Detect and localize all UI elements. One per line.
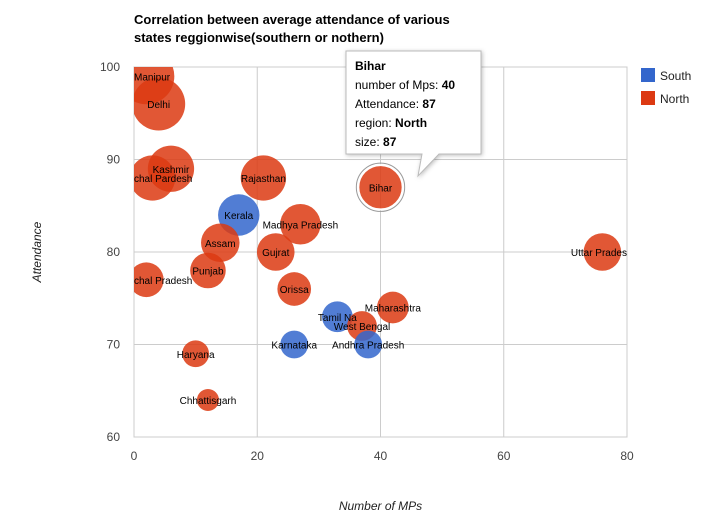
bubble-label-delhi: Delhi [147, 100, 170, 111]
bubbles [129, 67, 622, 411]
bubble-label-maharashtra: Maharashtra [365, 304, 422, 315]
bubble-label-karnataka: Karnataka [271, 341, 317, 352]
legend-label-north[interactable]: North [660, 92, 689, 106]
legend: South North [641, 68, 691, 106]
axes: 0 20 40 60 80 60 70 80 90 100 Number of MPs Attenda… [30, 60, 634, 513]
bubble-label-assam: Assam [205, 239, 236, 250]
bubble-label-madhya-pradesh: Madhya Pradesh [263, 220, 339, 231]
tooltip-box [345, 50, 482, 178]
legend-swatch-north [641, 91, 655, 105]
bubble-rajasthan[interactable] [240, 155, 287, 201]
bubble-arunachal-pradesh[interactable] [129, 262, 164, 298]
bubble-label-andhra-pradesh: Andhra Pradesh [332, 341, 404, 352]
chart-title: Correlation between average attendance o… [134, 12, 450, 45]
bubble-uttar-pradesh[interactable] [583, 233, 622, 271]
x-tick-label: 80 [620, 449, 634, 463]
y-tick-label: 100 [100, 60, 120, 74]
bubble-label-orissa: Orissa [280, 285, 309, 296]
bubble-tamil-nadu[interactable] [321, 301, 353, 333]
bubble-bihar[interactable] [357, 164, 404, 211]
bubble-punjab[interactable] [190, 252, 226, 289]
bubble-andhra-pradesh[interactable] [354, 330, 383, 359]
bubble-label-chhattisgarh: Chhattisgarh [180, 396, 237, 407]
bubble-label-manipur: Manipur [134, 72, 171, 83]
x-tick-label: 40 [374, 449, 388, 463]
bubble-orissa[interactable] [277, 272, 312, 306]
tooltip: Bihar number of Mps: 40 Attendance: 87 regi… [345, 50, 482, 178]
bubble-label-kerala: Kerala [224, 211, 253, 222]
bubble-label-west-bengal: West Bengal [334, 322, 391, 333]
tooltip-line: region: North [355, 116, 427, 130]
bubble-assam[interactable] [201, 223, 240, 263]
y-axis-title: Attendance [30, 221, 44, 283]
bubble-label-punjab: Punjab [192, 267, 224, 278]
bubble-label-uttar-pradesh: Uttar Prades [571, 248, 627, 259]
bubble-label-himachal-pradesh: chal Pardesh [134, 174, 192, 185]
legend-label-south[interactable]: South [660, 69, 691, 83]
bubble-label-bihar: Bihar [369, 183, 393, 194]
tooltip-line: Attendance: 87 [355, 97, 436, 111]
y-tick-label: 90 [107, 153, 121, 167]
bubble-karnataka[interactable] [280, 330, 309, 359]
bubble-label-gujrat: Gujrat [262, 248, 289, 259]
tooltip-title: Bihar [355, 59, 386, 73]
bubble-label-haryana: Haryana [177, 350, 215, 361]
bubble-chhattisgarh[interactable] [196, 389, 219, 411]
y-tick-label: 80 [107, 245, 121, 259]
x-tick-label: 20 [251, 449, 265, 463]
bubble-haryana[interactable] [182, 340, 210, 368]
bubble-label-jammu-and-kashmir: Kashmir [153, 165, 190, 176]
bubble-label-rajasthan: Rajasthan [241, 174, 286, 185]
x-tick-label: 60 [497, 449, 511, 463]
bubble-label-arunachal-pradesh: chal Pradesh [134, 276, 192, 287]
x-tick-label: 0 [131, 449, 138, 463]
bubble-hover-ring [355, 162, 406, 212]
y-tick-label: 70 [107, 338, 121, 352]
bubble-himachal-pradesh[interactable] [130, 155, 176, 201]
chart-title-line-1: Correlation between average attendance o… [134, 12, 450, 27]
bubble-delhi[interactable] [132, 77, 186, 131]
bubble-label-tamil-nadu: Tamil Na [318, 313, 357, 324]
legend-swatch-south [641, 68, 655, 82]
y-tick-label: 60 [107, 430, 121, 444]
chart-title-line-2: states reggionwise(southern or nothern) [134, 30, 384, 45]
bubble-maharashtra[interactable] [376, 291, 409, 324]
tooltip-line: size: 87 [355, 135, 397, 149]
bubble-gujrat[interactable] [256, 233, 295, 271]
bubble-madhya-pradesh[interactable] [280, 204, 321, 245]
tooltip-line: number of Mps: 40 [355, 78, 455, 92]
x-axis-title: Number of MPs [339, 499, 422, 513]
